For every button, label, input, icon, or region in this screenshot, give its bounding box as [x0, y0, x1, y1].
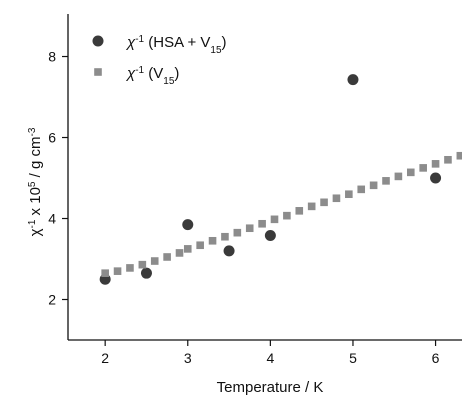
x-tick-label: 6 [432, 350, 440, 366]
x-axis-title: Temperature / K [217, 379, 324, 396]
data-point-hsa-v15 [182, 219, 194, 231]
data-point-v15 [196, 241, 204, 250]
legend-label-part: ) [222, 34, 227, 51]
data-point-v15 [183, 245, 192, 253]
x-tick-label: 4 [266, 350, 274, 366]
data-point-v15 [245, 224, 254, 233]
data-point-v15 [295, 207, 304, 215]
data-point-v15 [419, 164, 427, 172]
data-point-hsa-v15 [430, 172, 442, 184]
legend-label-part: (HSA + V [144, 34, 210, 51]
y-axis-title-sup3: -3 [27, 127, 38, 136]
data-point-v15 [394, 172, 403, 181]
y-axis-title-tail: / g cm [27, 137, 44, 182]
data-point-v15 [307, 202, 316, 211]
x-tick-label: 2 [101, 350, 109, 366]
y-tick-label: 2 [48, 292, 56, 308]
legend-marker-square [94, 68, 102, 76]
axes: 2 3 4 5 6 2 4 6 8 [48, 14, 462, 366]
data-point-v15 [163, 253, 171, 261]
data-point-hsa-v15 [264, 230, 276, 242]
data-point-v15 [456, 151, 462, 160]
data-point-v15 [233, 228, 242, 237]
legend: χ-1 (HSA + V15)χ-1 (V15) [92, 34, 227, 87]
y-tick-label: 6 [48, 130, 56, 146]
y-axis-title-sup2: 5 [27, 181, 38, 187]
data-point-v15 [431, 160, 440, 168]
legend-label: χ-1 (V15) [125, 65, 179, 87]
data-point-v15 [345, 190, 353, 199]
data-point-hsa-v15 [347, 74, 359, 86]
y-axis-title: χ-1 x 105 / g cm-3 [27, 127, 45, 236]
data-point-v15 [101, 269, 109, 277]
x-tick-label: 5 [349, 350, 357, 366]
data-point-v15 [332, 194, 341, 203]
legend-label-part: -1 [135, 65, 144, 76]
y-tick-label: 4 [48, 211, 56, 227]
legend-label-part: χ [125, 65, 136, 82]
data-point-v15 [175, 249, 184, 257]
data-point-v15 [320, 198, 328, 207]
data-point-v15 [208, 236, 217, 245]
data-point-v15 [357, 185, 366, 194]
legend-label: χ-1 (HSA + V15) [125, 34, 227, 56]
legend-label-part: 15 [163, 76, 175, 87]
legend-label-part: -1 [135, 34, 144, 45]
data-point-v15 [138, 260, 147, 269]
data-point-v15 [270, 215, 279, 224]
data-point-v15 [113, 267, 122, 275]
legend-label-part: χ [125, 34, 136, 51]
legend-label-part: (V [144, 65, 163, 82]
y-axis-title-base: χ [27, 228, 44, 236]
data-point-v15 [258, 219, 266, 228]
data-point-v15 [444, 155, 452, 164]
data-point-v15 [150, 257, 159, 265]
plot-area [99, 74, 462, 285]
data-point-hsa-v15 [140, 267, 152, 279]
y-tick-label: 8 [48, 49, 56, 65]
y-axis-title-mid: x 10 [27, 187, 44, 220]
data-point-v15 [221, 232, 229, 241]
legend-marker-circle [92, 35, 104, 47]
legend-label-part: ) [174, 65, 179, 82]
data-point-v15 [126, 264, 134, 272]
data-point-v15 [406, 168, 415, 177]
x-tick-label: 3 [184, 350, 192, 366]
data-point-v15 [382, 177, 390, 185]
data-point-v15 [369, 181, 378, 190]
legend-label-part: 15 [210, 45, 222, 56]
data-point-v15 [283, 211, 291, 220]
y-axis-title-sup1: -1 [27, 219, 38, 228]
data-point-hsa-v15 [223, 245, 235, 257]
